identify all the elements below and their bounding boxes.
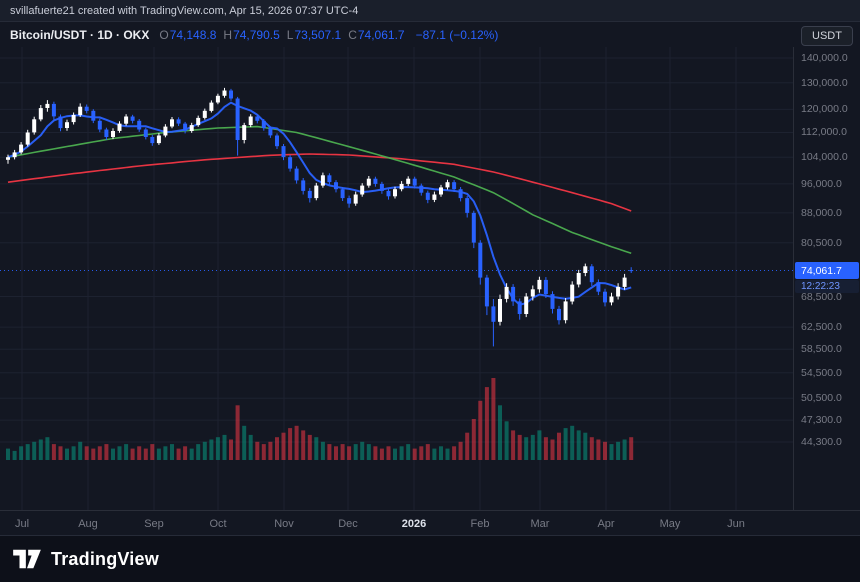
tradingview-logo-icon[interactable] bbox=[12, 546, 42, 572]
price-axis-label: 80,500.0 bbox=[801, 237, 842, 249]
price-axis-label: 130,000.0 bbox=[801, 77, 848, 89]
price-axis-label: 120,000.0 bbox=[801, 103, 848, 115]
time-axis-label: Apr bbox=[597, 518, 615, 530]
price-axis-label: 104,000.0 bbox=[801, 151, 848, 163]
time-axis-label: May bbox=[659, 518, 681, 530]
ohlc-change: −87.1 (−0.12%) bbox=[415, 28, 499, 42]
time-axis-label: Dec bbox=[338, 518, 358, 530]
price-axis-label: 50,500.0 bbox=[801, 392, 842, 404]
price-axis-label: 140,000.0 bbox=[801, 52, 848, 64]
time-axis-label: Feb bbox=[470, 518, 490, 530]
price-axis-label: 47,300.0 bbox=[801, 414, 842, 426]
moving-averages bbox=[7, 101, 632, 306]
currency-toggle-button[interactable]: USDT bbox=[801, 26, 853, 46]
ohlc-close: C 74,061.7 bbox=[348, 28, 405, 42]
footer-bar: TradingView bbox=[0, 535, 860, 582]
price-axis-label: 62,500.0 bbox=[801, 321, 842, 333]
price-axis-label: 58,500.0 bbox=[801, 343, 842, 355]
price-axis-label: 44,300.0 bbox=[801, 436, 842, 448]
time-axis-label: Mar bbox=[530, 518, 550, 530]
ohlc-open: O 74,148.8 bbox=[159, 28, 217, 42]
price-axis-label: 96,000.0 bbox=[801, 178, 842, 190]
grid-lines bbox=[0, 47, 793, 510]
price-axis-label: 112,000.0 bbox=[801, 126, 847, 138]
time-axis-label: Aug bbox=[78, 518, 98, 530]
ohlc-high: H 74,790.5 bbox=[223, 28, 280, 42]
bar-countdown: 12:22:23 bbox=[795, 280, 859, 293]
time-axis-label: Nov bbox=[274, 518, 294, 530]
chart-plot[interactable] bbox=[0, 0, 860, 535]
time-axis-label: Jun bbox=[727, 518, 745, 530]
time-axis-label: Jul bbox=[14, 518, 30, 530]
attribution-bar: svillafuerte21 created with TradingView.… bbox=[0, 0, 860, 22]
attribution-text: svillafuerte21 created with TradingView.… bbox=[10, 4, 359, 17]
price-axis[interactable]: 74,061.7 12:22:23 140,000.0 130,000.0 120,… bbox=[793, 47, 860, 510]
ohlc-low: L 73,507.1 bbox=[286, 28, 342, 42]
time-axis-label: Sep bbox=[144, 518, 164, 530]
volume-series bbox=[6, 378, 634, 460]
time-axis[interactable]: Jul Aug Sep Oct Nov Dec 2026 Feb Mar Apr May Jun bbox=[0, 510, 860, 535]
symbol-title: Bitcoin/USDT · 1D · OKX bbox=[10, 28, 150, 42]
last-price-badge: 74,061.7 bbox=[795, 262, 859, 279]
candlestick-series bbox=[6, 87, 634, 347]
time-axis-label: Oct bbox=[209, 518, 227, 530]
symbol-info-row: Bitcoin/USDT · 1D · OKX O 74,148.8 H 74,… bbox=[0, 23, 790, 47]
price-axis-label: 68,500.0 bbox=[801, 291, 842, 303]
price-axis-label: 54,500.0 bbox=[801, 367, 842, 379]
tradingview-brand-text[interactable]: TradingView bbox=[51, 548, 159, 569]
price-axis-label: 88,000.0 bbox=[801, 207, 842, 219]
time-axis-label: 2026 bbox=[401, 518, 427, 530]
